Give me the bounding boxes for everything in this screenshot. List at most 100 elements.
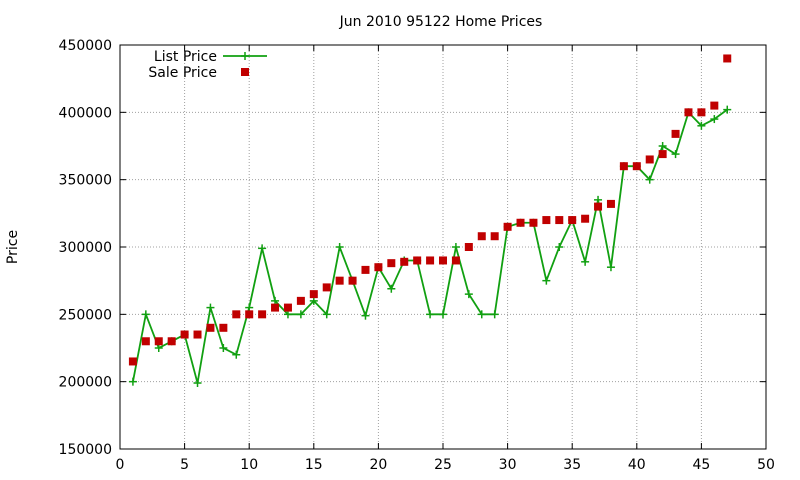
list-price-point bbox=[658, 142, 667, 150]
sale-price-point bbox=[503, 222, 512, 231]
list-price-point bbox=[542, 276, 551, 285]
sale-price-point bbox=[451, 256, 460, 265]
sale-price-point bbox=[542, 216, 551, 225]
list-price-point bbox=[219, 344, 228, 352]
x-tick-label: 30 bbox=[499, 457, 517, 473]
sale-price-point bbox=[335, 276, 344, 285]
list-price-point bbox=[426, 310, 435, 319]
sale-price-point bbox=[477, 232, 486, 241]
list-price-point bbox=[490, 310, 499, 319]
list-price-point bbox=[645, 175, 654, 184]
list-price-point bbox=[555, 243, 564, 251]
list-price-point bbox=[206, 303, 215, 312]
sale-price-point bbox=[193, 330, 202, 339]
x-tick-label: 20 bbox=[369, 457, 387, 473]
legend-label: List Price bbox=[154, 49, 217, 65]
sale-price-point bbox=[374, 263, 383, 272]
sale-price-point bbox=[697, 108, 706, 117]
list-price-point bbox=[477, 310, 486, 319]
sale-price-point bbox=[400, 257, 409, 266]
x-tick-label: 15 bbox=[305, 457, 323, 473]
axis-ticks: 0 5 10 15 20 25 30 35 40 45 50 150000 200000 250000 30… bbox=[59, 38, 775, 473]
sale-price-point bbox=[723, 54, 732, 63]
list-price-point bbox=[245, 303, 254, 312]
list-price-point bbox=[439, 310, 447, 319]
list-price-point bbox=[141, 310, 150, 319]
sale-price-point bbox=[671, 129, 680, 138]
legend-cross-icon bbox=[241, 52, 249, 60]
sale-price-point bbox=[154, 337, 163, 346]
sale-price-point bbox=[619, 162, 628, 171]
x-tick-label: 10 bbox=[240, 457, 258, 473]
y-tick-label: 200000 bbox=[59, 375, 112, 391]
sale-price-point bbox=[581, 214, 590, 223]
list-price-point bbox=[309, 296, 318, 305]
x-tick-label: 5 bbox=[180, 457, 189, 473]
sale-price-point bbox=[128, 357, 137, 366]
sale-price-point bbox=[348, 276, 357, 285]
sale-price-point bbox=[516, 218, 525, 227]
list-price-point bbox=[723, 105, 732, 114]
list-price-point bbox=[335, 243, 344, 251]
list-price-point bbox=[710, 115, 719, 124]
sale-price-point bbox=[490, 232, 499, 241]
list-price-point bbox=[128, 377, 137, 386]
list-price-point bbox=[387, 284, 396, 293]
sale-price-point bbox=[658, 150, 667, 159]
y-tick-label: 250000 bbox=[59, 307, 112, 323]
list-price-point bbox=[697, 121, 706, 130]
sale-price-point bbox=[606, 199, 615, 208]
y-axis-label: Price bbox=[5, 230, 21, 264]
sale-price-point bbox=[361, 265, 370, 274]
sale-price-point bbox=[271, 303, 280, 312]
sale-price-point bbox=[710, 101, 719, 110]
list-price-point bbox=[271, 296, 280, 305]
y-tick-label: 400000 bbox=[59, 105, 112, 121]
sale-price-point bbox=[387, 259, 396, 268]
x-tick-label: 50 bbox=[757, 457, 775, 473]
grid bbox=[120, 45, 766, 449]
x-tick-label: 45 bbox=[692, 457, 710, 473]
chart-title: Jun 2010 95122 Home Prices bbox=[339, 14, 543, 30]
sale-price-point bbox=[258, 310, 267, 319]
list-price-point bbox=[193, 379, 202, 388]
y-tick-label: 450000 bbox=[59, 38, 112, 54]
legend-square-icon bbox=[241, 68, 249, 76]
list-price-point bbox=[594, 195, 603, 204]
sale-price-point bbox=[632, 162, 641, 171]
list-price-point bbox=[322, 310, 331, 319]
list-price-point bbox=[258, 244, 267, 253]
sale-price-point bbox=[413, 256, 422, 265]
list-price-point bbox=[154, 344, 163, 352]
x-tick-label: 40 bbox=[628, 457, 646, 473]
list-price-point bbox=[671, 150, 680, 159]
sale-price-point bbox=[322, 283, 331, 292]
x-tick-label: 0 bbox=[116, 457, 125, 473]
sale-price-point bbox=[555, 216, 564, 225]
sale-price-point bbox=[296, 296, 305, 305]
list-price-point bbox=[581, 257, 590, 266]
sale-price-point bbox=[529, 218, 538, 227]
sale-price-point bbox=[206, 323, 215, 332]
sale-price-point bbox=[684, 108, 693, 117]
list-price-point bbox=[361, 311, 370, 320]
series bbox=[128, 54, 732, 388]
list-price-point bbox=[296, 310, 305, 319]
legend-label: Sale Price bbox=[148, 65, 217, 81]
sale-price-point bbox=[426, 256, 435, 265]
sale-price-point bbox=[568, 216, 577, 225]
sale-price-point bbox=[232, 310, 241, 319]
list-price-line bbox=[132, 108, 728, 384]
y-tick-label: 150000 bbox=[59, 442, 112, 458]
x-tick-label: 35 bbox=[563, 457, 581, 473]
sale-price-point bbox=[141, 337, 150, 346]
sale-price-point bbox=[464, 243, 473, 251]
list-price-point bbox=[464, 290, 473, 299]
sale-price-point bbox=[219, 323, 228, 332]
sale-price-point bbox=[180, 330, 189, 339]
y-tick-label: 300000 bbox=[59, 240, 112, 256]
list-price-point bbox=[451, 243, 460, 251]
